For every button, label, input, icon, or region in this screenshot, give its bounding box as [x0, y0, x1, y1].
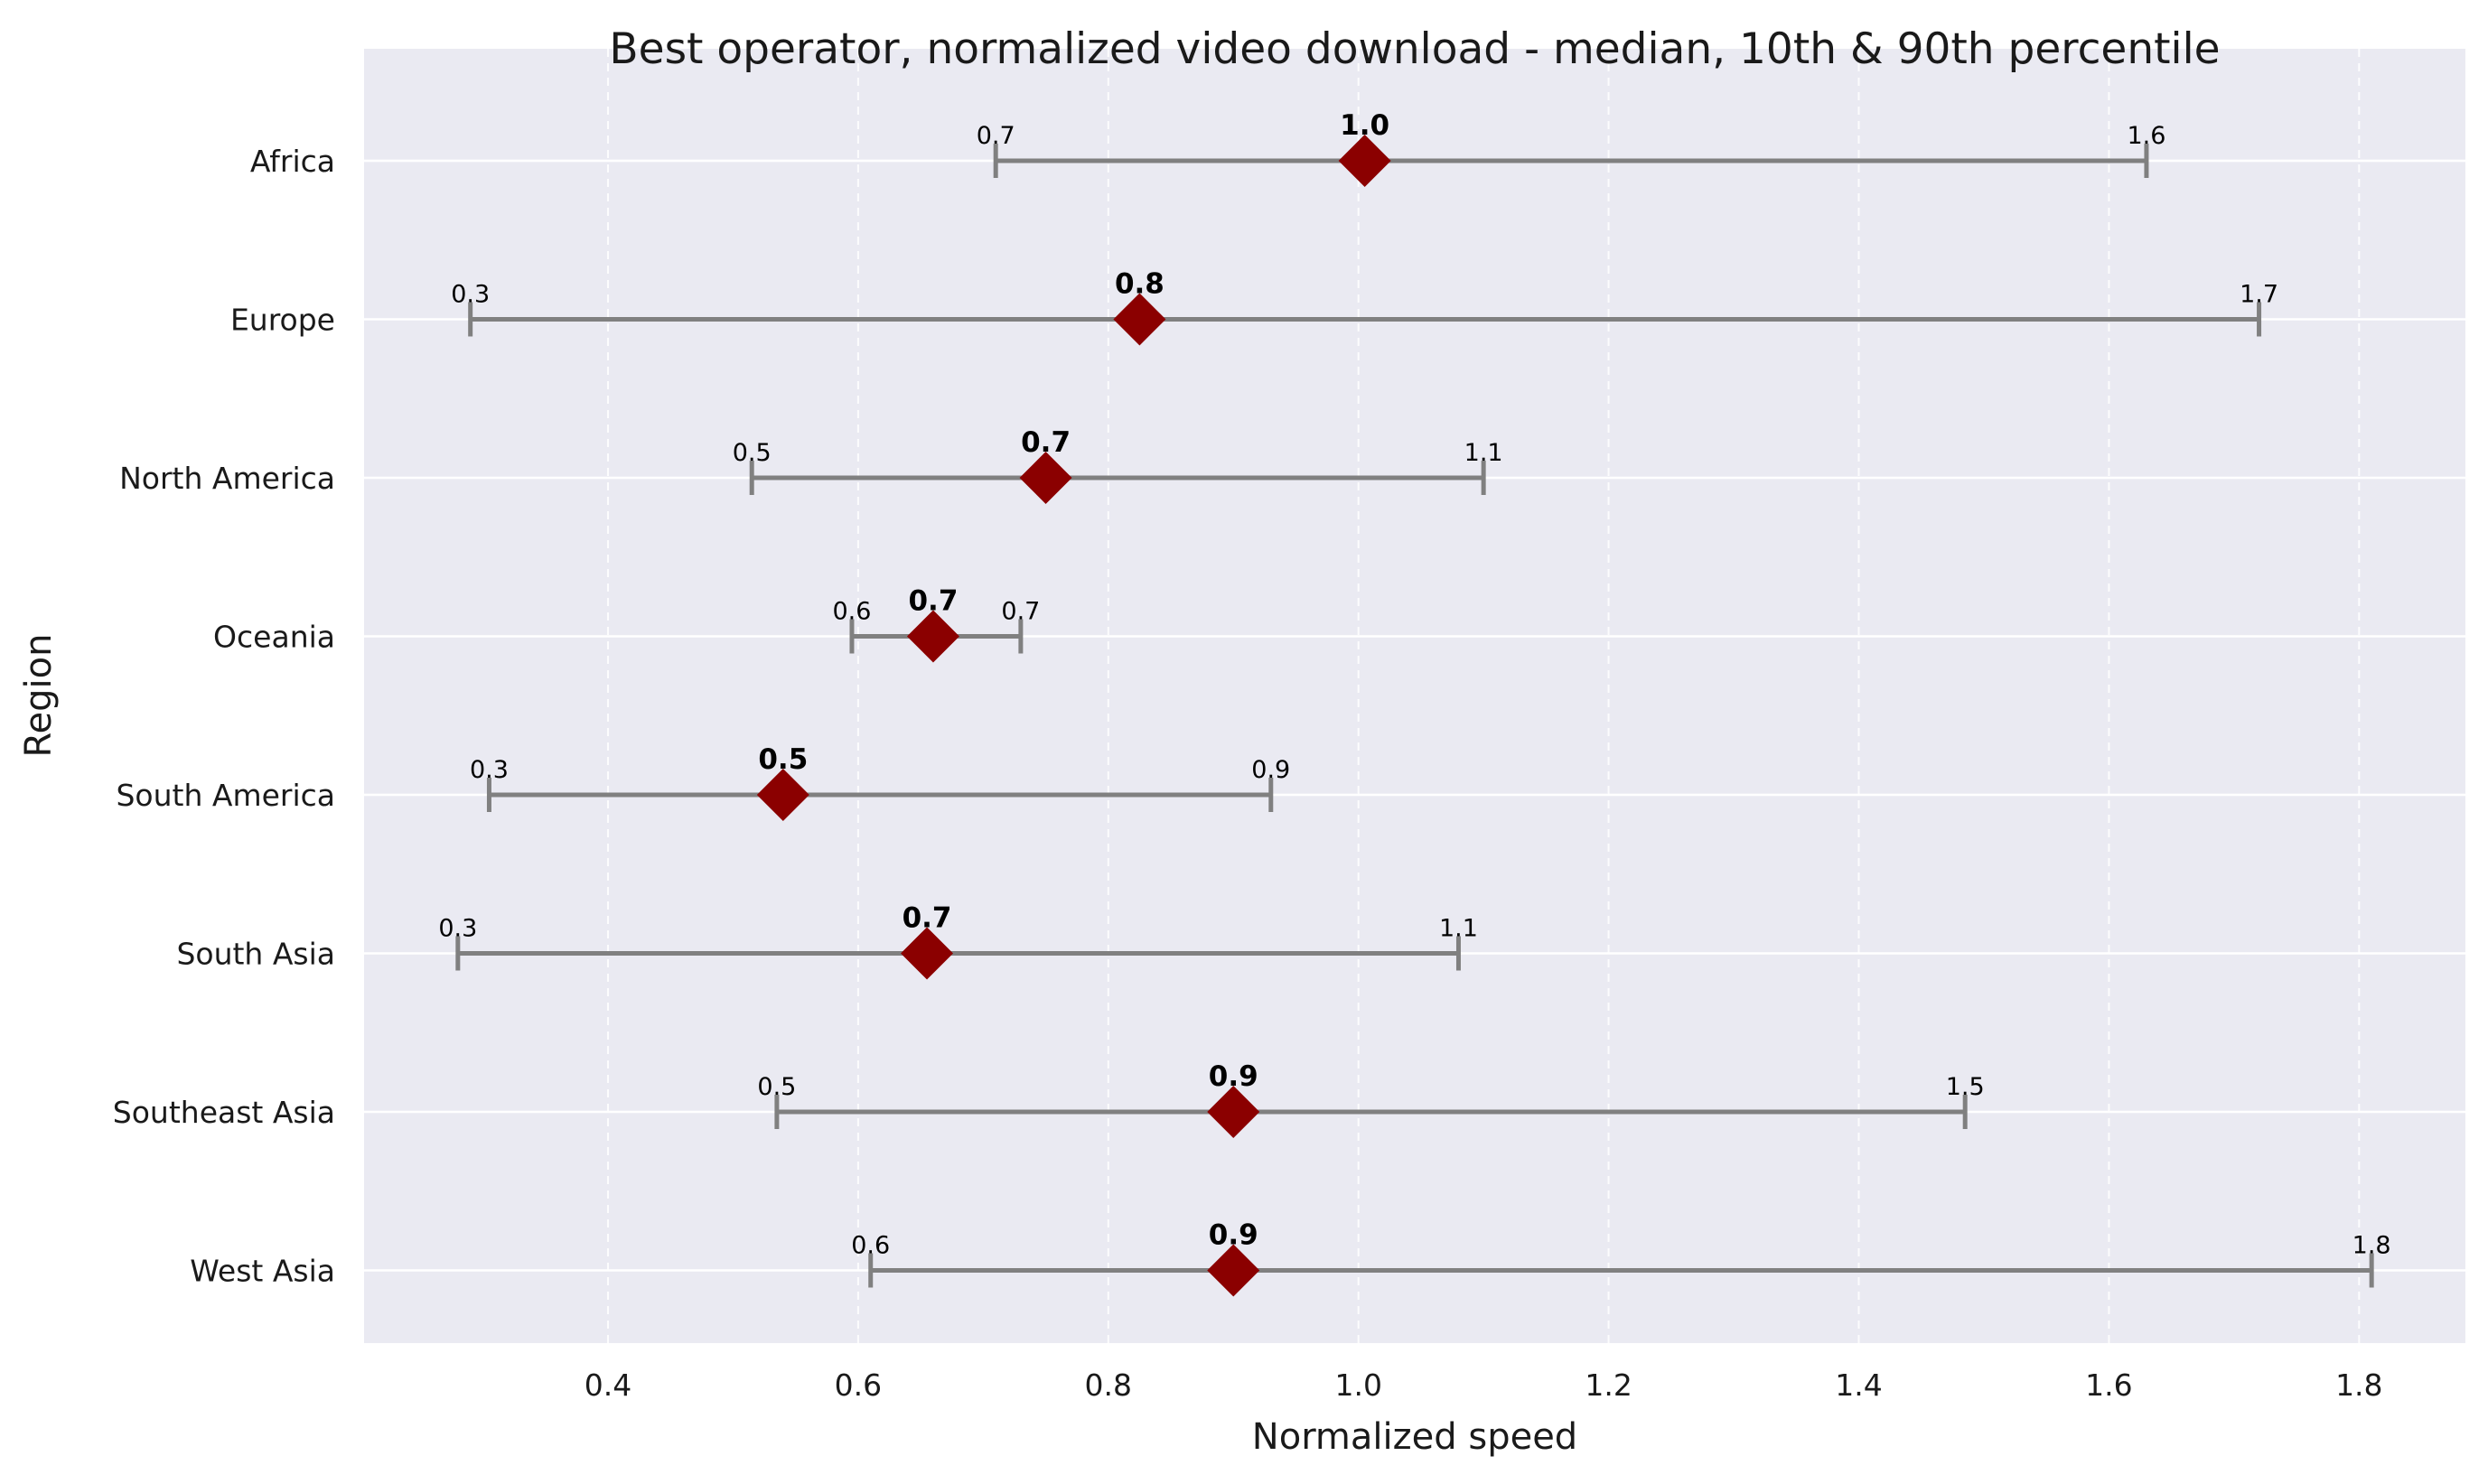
p90-label: 0.7 — [1001, 598, 1040, 626]
p10-label: 0.7 — [977, 122, 1015, 150]
median-marker — [901, 927, 954, 980]
median-marker — [906, 610, 959, 663]
p90-label: 1.5 — [1946, 1073, 1985, 1101]
p10-label: 0.3 — [438, 915, 477, 943]
y-axis-label: Region — [18, 634, 60, 758]
range-layer: 0.7 1.6 1.0 0.3 1.7 0.8 0.5 1.1 0.7 0.6 0.7 0.7 0.3 0… — [438, 109, 2391, 1297]
median-label: 0.5 — [758, 743, 808, 776]
y-tick-label: Europe — [230, 303, 335, 338]
median-marker — [1113, 293, 1166, 346]
p90-label: 1.1 — [1464, 439, 1503, 467]
median-marker — [1338, 135, 1391, 187]
p90-label: 1.1 — [1439, 915, 1478, 943]
x-tick-label: 0.6 — [835, 1367, 882, 1403]
y-tick-label: South Asia — [176, 937, 335, 972]
x-tick-label: 1.0 — [1334, 1367, 1381, 1403]
median-marker — [1019, 452, 1072, 504]
y-tick-label: Africa — [250, 144, 335, 179]
p10-label: 0.6 — [851, 1232, 890, 1260]
x-tick-label: 1.4 — [1835, 1367, 1882, 1403]
x-tick-labels: 0.4 0.6 0.8 1.0 1.2 1.4 1.6 1.8 — [585, 1367, 2383, 1403]
chart-title: Best operator, normalized video download… — [609, 24, 2220, 74]
p10-label: 0.5 — [757, 1073, 796, 1101]
median-label: 0.9 — [1209, 1219, 1258, 1252]
y-tick-label: Southeast Asia — [113, 1095, 335, 1130]
y-tick-label: Oceania — [213, 620, 335, 655]
median-marker — [756, 769, 809, 821]
p90-label: 0.9 — [1251, 756, 1290, 784]
median-label: 0.7 — [1021, 426, 1071, 459]
median-marker — [1207, 1086, 1260, 1138]
x-tick-label: 0.4 — [585, 1367, 631, 1403]
median-marker — [1207, 1244, 1260, 1297]
p10-label: 0.3 — [470, 756, 509, 784]
y-tick-label: West Asia — [190, 1254, 335, 1289]
y-tick-labels: Africa Europe North America Oceania South Am… — [113, 144, 335, 1289]
median-label: 1.0 — [1340, 109, 1389, 142]
median-label: 0.7 — [908, 585, 958, 618]
median-label: 0.8 — [1115, 268, 1164, 301]
y-tick-label: South America — [116, 778, 335, 813]
plot-area — [364, 49, 2465, 1343]
p10-label: 0.3 — [451, 281, 490, 309]
x-tick-label: 0.8 — [1085, 1367, 1132, 1403]
p90-label: 1.8 — [2352, 1232, 2391, 1260]
x-tick-label: 1.2 — [1585, 1367, 1632, 1403]
x-axis-label: Normalized speed — [1252, 1416, 1577, 1458]
p10-label: 0.5 — [733, 439, 772, 467]
p90-label: 1.6 — [2127, 122, 2165, 150]
x-tick-label: 1.8 — [2335, 1367, 2382, 1403]
p90-label: 1.7 — [2240, 281, 2278, 309]
x-tick-label: 1.6 — [2085, 1367, 2132, 1403]
y-tick-label: North America — [119, 461, 335, 496]
median-label: 0.9 — [1209, 1060, 1258, 1093]
p10-label: 0.6 — [832, 598, 871, 626]
median-label: 0.7 — [903, 902, 952, 935]
